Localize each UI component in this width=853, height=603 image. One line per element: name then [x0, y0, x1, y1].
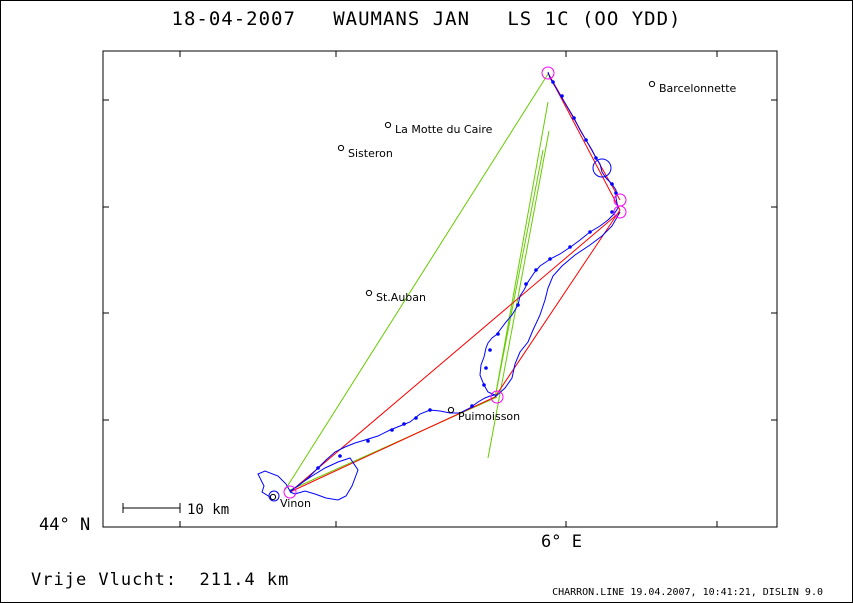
sector-line: [284, 73, 549, 491]
turnpoint-circle: [283, 485, 297, 499]
town-label: Puimoisson: [458, 410, 520, 423]
town-marker: [269, 493, 277, 501]
sector-line: [494, 101, 549, 399]
track-fixes: [316, 80, 618, 470]
town-label: St.Auban: [376, 291, 426, 304]
flight-distance: Vrije Vlucht: 211.4 km: [31, 570, 290, 590]
scale-bar-label: 10 km: [187, 502, 229, 518]
turnpoint-circle: [490, 390, 504, 404]
town-marker: [365, 289, 373, 297]
sector-line: [487, 130, 550, 459]
page-title: 18-04-2007 WAUMANS JAN LS 1C (OO YDD): [171, 8, 682, 30]
towns: Barcelonnette La Motte du Caire Sisteron…: [269, 80, 737, 510]
sector-lines: [284, 73, 550, 491]
turnpoint-circle: [613, 205, 627, 219]
latitude-label: 44° N: [39, 515, 91, 535]
town-label: Sisteron: [348, 147, 393, 160]
scale-bar: 10 km: [122, 502, 229, 518]
town-label: Barcelonnette: [659, 82, 737, 95]
track-line: [257, 71, 619, 498]
turnpoint-circle: [541, 66, 555, 80]
track-line: [494, 211, 621, 398]
longitude-label: 6° E: [541, 532, 582, 552]
town-marker: [337, 144, 345, 152]
axis-ticks: [103, 51, 777, 527]
town-marker: [447, 406, 455, 414]
plot-frame: [102, 50, 778, 528]
footer-credit: CHARRON.LINE 19.04.2007, 10:41:21, DISLI…: [552, 587, 823, 598]
sector-line: [494, 149, 544, 399]
town-label: Vinon: [280, 497, 311, 510]
town-label: La Motte du Caire: [395, 123, 493, 136]
town-marker: [384, 121, 392, 129]
track-line: [289, 457, 359, 501]
thermal-circle: [592, 158, 612, 178]
flight-track: [257, 71, 621, 502]
turnpoints: [283, 66, 627, 499]
thermal-circle: [268, 490, 280, 502]
town-marker: [648, 80, 656, 88]
